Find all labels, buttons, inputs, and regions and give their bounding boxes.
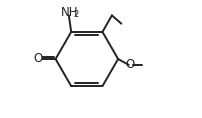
Text: O: O [34,53,43,65]
Text: NH: NH [61,6,79,19]
Text: 2: 2 [74,10,79,19]
Text: O: O [126,58,135,71]
